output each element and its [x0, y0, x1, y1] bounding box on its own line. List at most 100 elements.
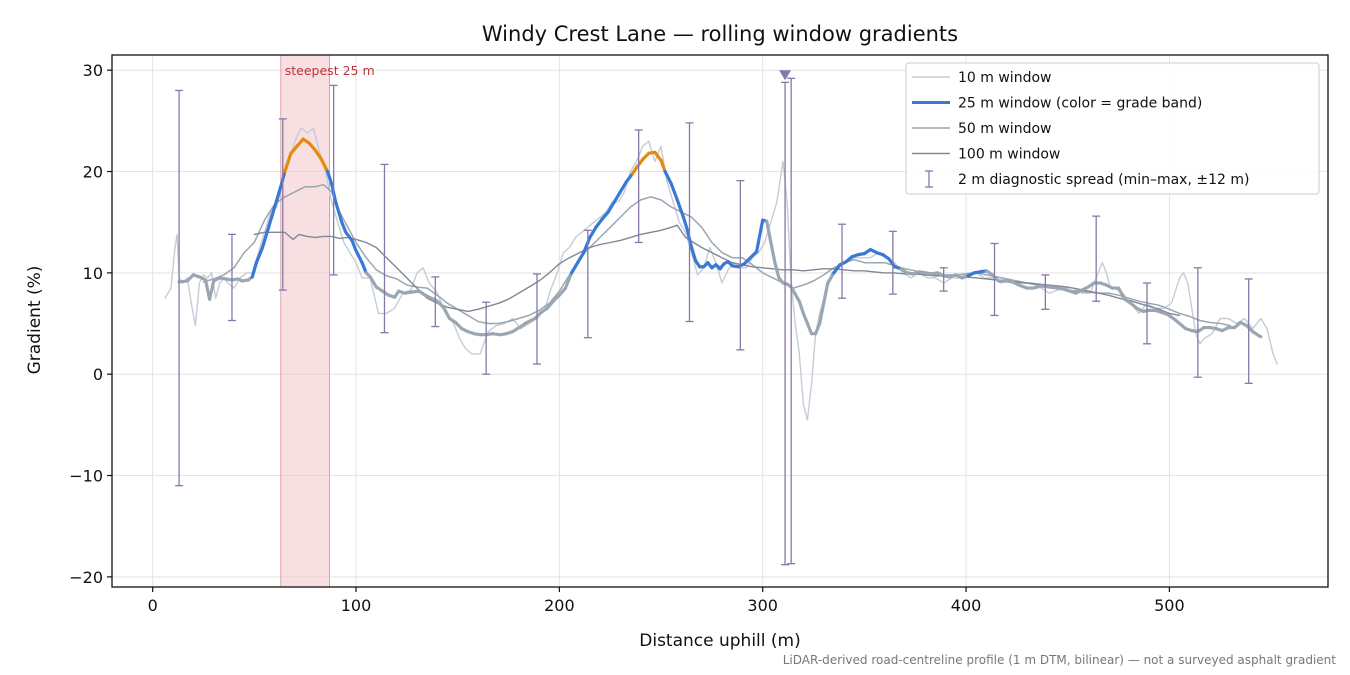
- y-axis-label: Gradient (%): [25, 266, 45, 375]
- series-25m-segment: [773, 261, 781, 280]
- error-bar-13: [175, 89, 184, 487]
- y-tick-label: −10: [69, 467, 103, 486]
- error-bar-414: [990, 242, 999, 317]
- axis-ticks: 0 100 200 300 400 500 −20 −10 0 10 20 30: [69, 61, 1184, 615]
- series-25m-segment: [669, 182, 679, 202]
- series-25m-segment: [250, 261, 258, 279]
- error-bar-64: [278, 118, 287, 291]
- series-line-100m: [253, 224, 1181, 317]
- series-25m-segment: [624, 171, 635, 184]
- error-bar-389: [939, 267, 948, 292]
- legend-item-2: 50 m window: [912, 121, 1051, 137]
- error-bar-89: [329, 84, 338, 276]
- series-25m-segment: [606, 200, 616, 214]
- series-25m-segment: [675, 198, 685, 219]
- legend-label: 50 m window: [958, 121, 1051, 137]
- series-25m-segment: [563, 271, 574, 290]
- series-25m-segment: [354, 248, 364, 265]
- error-bar-164: [482, 301, 491, 375]
- series-25m-segment: [266, 205, 277, 229]
- error-bar-311: [781, 81, 790, 566]
- series-25m-segment: [273, 185, 283, 209]
- chart-title: Windy Crest Lane — rolling window gradie…: [482, 22, 958, 46]
- error-bar-539: [1244, 278, 1253, 384]
- legend-label: 25 m window (color = grade band): [958, 96, 1202, 112]
- error-bar-239: [634, 129, 643, 244]
- series-25m-segment: [689, 245, 698, 263]
- highlight-region: [280, 54, 330, 588]
- series-25m-segment: [653, 150, 663, 162]
- legend-item-4: 2 m diagnostic spread (min–max, ±12 m): [925, 170, 1249, 188]
- series-25m-segment: [344, 230, 354, 243]
- x-tick-label: 100: [341, 596, 372, 615]
- y-tick-label: 30: [83, 61, 103, 80]
- series-25m-segment: [801, 311, 810, 326]
- series-25m-segment: [334, 200, 344, 224]
- error-bar-289: [736, 180, 745, 351]
- x-tick-label: 400: [951, 596, 982, 615]
- error-bar-314: [787, 77, 796, 565]
- series-lines: [164, 127, 1278, 421]
- series-25m-segment: [582, 235, 592, 255]
- y-tick-label: −20: [69, 568, 103, 587]
- series-25m-segment: [755, 218, 765, 254]
- series-25m-segment: [208, 279, 216, 301]
- series-25m-segment: [576, 251, 586, 265]
- series-25m-segment: [260, 225, 271, 250]
- legend-box: [905, 62, 1320, 195]
- error-bar-214: [583, 229, 592, 339]
- series-25m-segment: [818, 301, 826, 326]
- error-bar-264: [685, 122, 694, 323]
- series-25m-segment: [360, 261, 368, 275]
- series-25m-segment: [350, 238, 358, 253]
- legend-label: 10 m window: [958, 70, 1051, 86]
- x-tick-label: 200: [544, 596, 575, 615]
- series-25m-segment: [797, 299, 805, 315]
- series-25m-segment: [368, 275, 378, 289]
- series-25m-segment: [887, 257, 897, 269]
- legend-label: 2 m diagnostic spread (min–max, ±12 m): [958, 172, 1249, 188]
- error-bar-489: [1143, 282, 1152, 345]
- x-tick-label: 500: [1154, 596, 1185, 615]
- series-25m-segment: [588, 225, 598, 239]
- series-25m-segment: [826, 271, 836, 285]
- legend-item-0: 10 m window: [912, 70, 1051, 86]
- error-bar-139: [431, 276, 440, 328]
- error-bar-364: [888, 230, 897, 295]
- series-25m-segment: [254, 245, 265, 265]
- series-25m-segment: [765, 219, 773, 245]
- series-25m-segment: [822, 281, 830, 305]
- x-tick-label: 0: [148, 596, 158, 615]
- series-25m-segment: [1116, 286, 1127, 301]
- x-axis-label: Distance uphill (m): [639, 631, 800, 651]
- series-25m-segment: [769, 240, 777, 265]
- series-25m-segment: [313, 148, 324, 161]
- error-bar-439: [1041, 274, 1050, 310]
- series-25m-segment: [681, 215, 690, 232]
- error-bar-189: [532, 273, 541, 365]
- y-tick-label: 0: [93, 365, 103, 384]
- series-25m-segment: [805, 321, 814, 336]
- error-bars: [175, 77, 1253, 566]
- error-bar-114: [380, 163, 389, 334]
- series-25m-segment: [569, 261, 580, 275]
- series-25m-segment: [663, 169, 673, 186]
- error-bar-39: [227, 233, 236, 322]
- series-25m-segment: [618, 180, 629, 194]
- x-tick-label: 300: [747, 596, 778, 615]
- error-bar-339: [838, 223, 847, 299]
- legend: 10 m window 25 m window (color = grade ba…: [905, 62, 1320, 195]
- series-25m-segment: [832, 263, 842, 275]
- legend-label: 100 m window: [958, 147, 1060, 163]
- series-25m-segment: [283, 151, 293, 174]
- series-25m-segment: [319, 157, 330, 174]
- series-25m-segment: [441, 305, 452, 321]
- marker-layer: [779, 70, 792, 81]
- error-bar-464: [1092, 215, 1101, 302]
- error-bar-514: [1193, 267, 1202, 378]
- plot-frame: [111, 54, 1329, 588]
- series-25m-segment: [325, 169, 334, 186]
- series-25m-segment: [612, 190, 622, 204]
